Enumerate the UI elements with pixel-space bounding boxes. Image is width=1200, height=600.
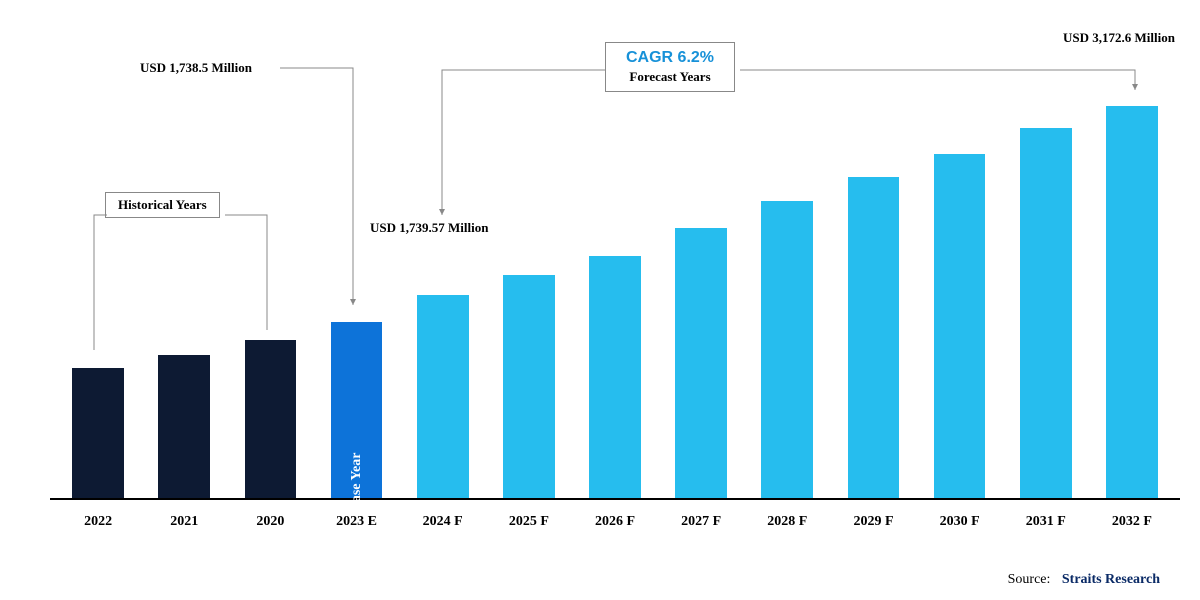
bar (1106, 106, 1158, 498)
source-label: Source: (1008, 572, 1051, 587)
cagr-title: CAGR 6.2% (626, 49, 714, 67)
plot-area: Base Year (50, 90, 1180, 500)
x-axis-label: 2028 F (744, 514, 830, 530)
x-axis-labels: 2022202120202023 E2024 F2025 F2026 F2027… (50, 514, 1180, 530)
x-axis-label: 2029 F (830, 514, 916, 530)
x-axis-label: 2027 F (658, 514, 744, 530)
bar-slot (917, 90, 1003, 498)
bar (934, 154, 986, 498)
x-axis-label: 2022 (55, 514, 141, 530)
source-attribution: Source: Straits Research (1008, 572, 1160, 588)
x-axis-label: 2024 F (400, 514, 486, 530)
source-name: Straits Research (1062, 572, 1160, 587)
bar (245, 340, 297, 498)
bar (589, 256, 641, 498)
bar-slot (55, 90, 141, 498)
bar-slot (1089, 90, 1175, 498)
chart-area: USD 1,738.5 Million Historical Years USD… (50, 30, 1180, 540)
x-axis-label: 2026 F (572, 514, 658, 530)
bar-slot (744, 90, 830, 498)
bar-slot (572, 90, 658, 498)
cagr-box: CAGR 6.2% Forecast Years (605, 42, 735, 92)
cagr-subtitle: Forecast Years (626, 69, 714, 85)
bar (761, 201, 813, 498)
bar-slot (141, 90, 227, 498)
bar (1020, 128, 1072, 498)
bar-slot: Base Year (313, 90, 399, 498)
bar (158, 355, 210, 498)
x-axis-label: 2023 E (313, 514, 399, 530)
bar-slot (227, 90, 313, 498)
bar (503, 275, 555, 498)
x-axis-label: 2032 F (1089, 514, 1175, 530)
bar-slot (658, 90, 744, 498)
bar (417, 295, 469, 498)
bar-container: Base Year (50, 90, 1180, 498)
bar (72, 368, 124, 498)
bar-slot (1003, 90, 1089, 498)
x-axis-label: 2021 (141, 514, 227, 530)
x-axis-label: 2020 (227, 514, 313, 530)
bar: Base Year (331, 322, 383, 498)
bar-inner-label: Base Year (349, 453, 365, 512)
base-year-callout: USD 1,738.5 Million (140, 60, 252, 76)
bar-slot (830, 90, 916, 498)
x-axis-label: 2025 F (486, 514, 572, 530)
bar (675, 228, 727, 498)
x-axis-label: 2030 F (917, 514, 1003, 530)
bar-slot (400, 90, 486, 498)
x-axis-label: 2031 F (1003, 514, 1089, 530)
forecast-end-callout: USD 3,172.6 Million (1063, 30, 1175, 46)
bar-slot (486, 90, 572, 498)
bar (848, 177, 900, 498)
